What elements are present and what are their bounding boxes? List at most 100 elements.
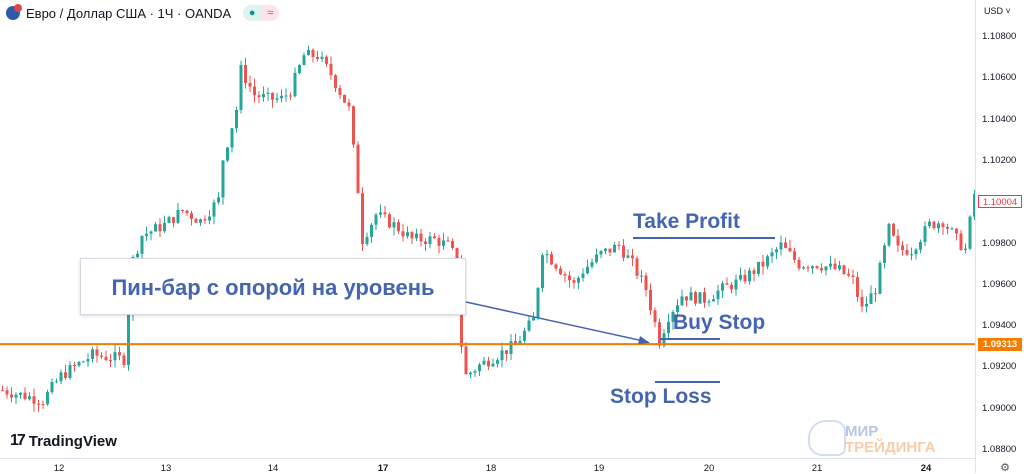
price-label: 1.08800 bbox=[982, 444, 1017, 455]
candle-body bbox=[379, 212, 382, 215]
candle-body bbox=[482, 360, 486, 365]
candle-body bbox=[239, 65, 243, 111]
candle-body bbox=[104, 356, 108, 361]
candle-body bbox=[703, 292, 706, 303]
candle-body bbox=[118, 352, 121, 356]
candle-body bbox=[883, 245, 886, 263]
candle-body bbox=[271, 92, 274, 100]
candle-body bbox=[847, 273, 850, 276]
candle-body bbox=[698, 292, 702, 304]
time-label: 24 bbox=[920, 463, 932, 474]
candle-body bbox=[851, 275, 855, 278]
candle-body bbox=[154, 224, 157, 232]
candle-body bbox=[568, 275, 571, 281]
chevron-down-icon: ˅ bbox=[1005, 6, 1011, 16]
candle-body bbox=[473, 371, 477, 373]
price-label: 1.10200 bbox=[982, 154, 1017, 166]
candle-body bbox=[775, 249, 778, 253]
candle-body bbox=[410, 232, 414, 239]
candle-body bbox=[361, 193, 364, 244]
candle-body bbox=[334, 75, 337, 89]
watermark-line1: МИР bbox=[845, 423, 879, 440]
candle-body bbox=[455, 247, 459, 264]
candle-body bbox=[244, 65, 247, 84]
candle-body bbox=[212, 202, 216, 217]
candle-body bbox=[95, 349, 99, 356]
candle-body bbox=[424, 241, 427, 245]
candle-body bbox=[136, 253, 139, 258]
candle-body bbox=[550, 254, 553, 265]
symbol-title[interactable]: Евро / Доллар США · 1Ч · OANDA bbox=[26, 5, 232, 21]
candle-body bbox=[64, 372, 67, 378]
candle-body bbox=[50, 382, 54, 393]
candle-body bbox=[122, 355, 126, 366]
candle-body bbox=[779, 242, 783, 250]
candle-body bbox=[833, 263, 837, 270]
candle-body bbox=[167, 217, 171, 223]
candle-body bbox=[734, 279, 738, 290]
candle-body bbox=[680, 296, 684, 306]
candle-body bbox=[941, 223, 945, 227]
candle-body bbox=[743, 274, 747, 282]
currency-selector[interactable]: USD ˅ bbox=[984, 6, 1011, 16]
candle-body bbox=[442, 240, 445, 246]
candle-body bbox=[770, 252, 774, 257]
candle-body bbox=[599, 250, 603, 255]
candle-body bbox=[725, 283, 729, 285]
candle-body bbox=[955, 228, 958, 234]
watermark-line2: ТРЕЙДИНГА bbox=[845, 439, 936, 456]
candle-body bbox=[874, 293, 877, 295]
candle-body bbox=[320, 56, 324, 59]
candle-body bbox=[887, 223, 891, 246]
candle-body bbox=[932, 221, 936, 229]
price-label: 1.09400 bbox=[982, 320, 1017, 332]
candle-body bbox=[950, 228, 954, 230]
candle-body bbox=[527, 320, 531, 331]
candle-body bbox=[878, 262, 882, 294]
time-label: 14 bbox=[267, 463, 279, 474]
candle-body bbox=[694, 292, 697, 304]
candle-body bbox=[658, 322, 661, 346]
candle-body bbox=[176, 209, 180, 223]
candle-body bbox=[91, 349, 94, 360]
candle-body bbox=[1, 390, 4, 392]
candle-body bbox=[748, 270, 751, 282]
candle-body bbox=[505, 350, 508, 354]
candle-body bbox=[109, 360, 112, 362]
candle-body bbox=[761, 261, 765, 267]
candle-body bbox=[608, 248, 612, 253]
candle-body bbox=[397, 222, 400, 232]
candle-body bbox=[820, 268, 823, 271]
status-pill[interactable]: ● ≈ bbox=[243, 5, 280, 21]
candle-body bbox=[707, 301, 711, 303]
settings-gear-icon[interactable]: ⚙ bbox=[1000, 462, 1010, 474]
candle-body bbox=[37, 403, 40, 405]
candle-body bbox=[86, 359, 90, 362]
candle-body bbox=[190, 213, 193, 219]
candle-body bbox=[28, 396, 31, 400]
candle-body bbox=[356, 144, 360, 194]
candle-body bbox=[230, 128, 234, 148]
candle-body bbox=[613, 244, 616, 253]
candle-body bbox=[73, 365, 76, 367]
candle-body bbox=[757, 261, 760, 274]
candle-body bbox=[478, 364, 481, 372]
candle-body bbox=[100, 355, 103, 357]
time-axis[interactable]: 12 13 14 17 18 19 20 21 24 bbox=[0, 458, 975, 474]
price-axis[interactable]: USD ˅ 1.10800 1.10600 1.10400 1.10200 1.0980… bbox=[975, 0, 1024, 474]
candle-body bbox=[716, 290, 720, 300]
candle-body bbox=[113, 352, 117, 361]
tradingview-logo[interactable]: 17 TradingView bbox=[10, 432, 117, 450]
price-chart[interactable] bbox=[0, 0, 975, 458]
candle-body bbox=[14, 394, 18, 398]
candle-body bbox=[46, 392, 49, 405]
approx-wave-icon: ≈ bbox=[261, 5, 280, 21]
eur-usd-flag-icon bbox=[6, 4, 22, 20]
level-price-tag: 1.09313 bbox=[978, 338, 1022, 351]
candle-body bbox=[595, 254, 598, 263]
tradingview-logo-icon: 17 bbox=[10, 432, 26, 449]
candle-body bbox=[23, 392, 27, 400]
pinbar-callout: Пин-бар с опорой на уровень bbox=[80, 258, 466, 315]
candle-body bbox=[365, 236, 369, 244]
candle-body bbox=[149, 231, 153, 234]
